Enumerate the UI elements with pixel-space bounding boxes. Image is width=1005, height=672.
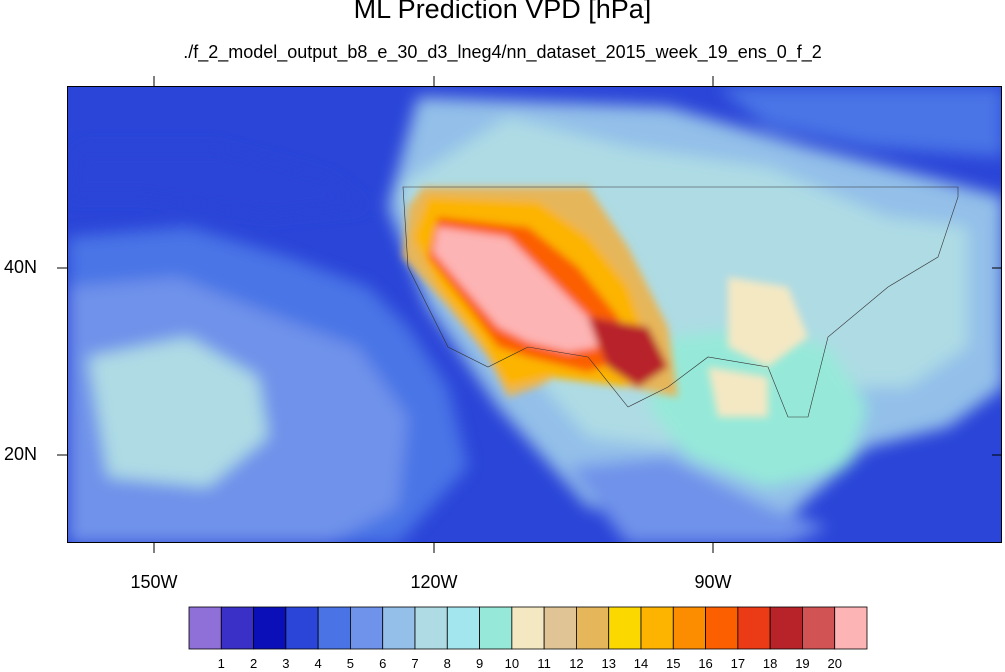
plot-title: ML Prediction VPD [hPa] [353, 0, 652, 24]
lon-label-120w: 120W [410, 572, 458, 592]
colorbar-tick-label: 12 [569, 656, 584, 671]
colorbar-tick-label: 20 [827, 656, 842, 671]
colorbar-swatch [640, 606, 674, 650]
us-border [402, 186, 959, 418]
colorbar-swatch [382, 606, 416, 650]
colorbar-tick-label: 11 [537, 656, 551, 671]
colorbar-tick-label: 15 [666, 656, 681, 671]
colorbar-tick-label: 9 [475, 656, 484, 671]
colorbar-swatch [737, 606, 771, 650]
colorbar-swatch [834, 606, 868, 650]
colorbar-swatch [188, 606, 222, 650]
colorbar-swatch [350, 606, 384, 650]
lon-label-90w: 90W [694, 572, 732, 592]
colorbar-tick-label: 2 [249, 656, 258, 671]
plot-subtitle: ./f_2_model_output_b8_e_30_d3_lneg4/nn_d… [183, 42, 822, 62]
lat-label-40n: 40N [4, 257, 38, 277]
lon-label-150w: 150W [130, 572, 178, 592]
colorbar-swatch [479, 606, 513, 650]
colorbar-tick-label: 16 [698, 656, 713, 671]
colorbar-tick-label: 5 [346, 656, 355, 671]
colorbar-swatch [608, 606, 642, 650]
colorbar-tick-label: 6 [379, 656, 387, 671]
colorbar-swatch [285, 606, 319, 650]
colorbar-tick-label: 10 [504, 656, 520, 671]
colorbar-tick-label: 18 [762, 656, 778, 671]
colorbar-swatch [576, 606, 610, 650]
colorbar-swatch [543, 606, 577, 650]
colorbar-tick-label: 7 [411, 656, 419, 671]
colorbar-tick-label: 17 [730, 656, 746, 671]
colorbar-swatch [446, 606, 480, 650]
colorbar-tick-label: 3 [282, 656, 290, 671]
lat-label-20n: 20N [4, 444, 38, 464]
colorbar-tick-label: 8 [443, 656, 451, 671]
colorbar-tick-label: 1 [217, 656, 225, 671]
colorbar-swatch [511, 606, 545, 650]
vpd-map [67, 86, 1002, 543]
colorbar-tick-label: 4 [314, 656, 322, 671]
map-field [68, 87, 1001, 542]
colorbar-swatch [769, 606, 803, 650]
colorbar-swatch [705, 606, 739, 650]
colorbar-tick-label: 14 [633, 656, 649, 671]
colorbar-swatch [672, 606, 706, 650]
colorbar-swatch [253, 606, 287, 650]
colorbar-swatch [802, 606, 836, 650]
colorbar-tick-label: 13 [601, 656, 616, 671]
colorbar [188, 606, 868, 650]
colorbar-swatch [317, 606, 351, 650]
colorbar-tick-label: 19 [795, 656, 810, 671]
colorbar-swatch [414, 606, 448, 650]
colorbar-swatch [220, 606, 254, 650]
